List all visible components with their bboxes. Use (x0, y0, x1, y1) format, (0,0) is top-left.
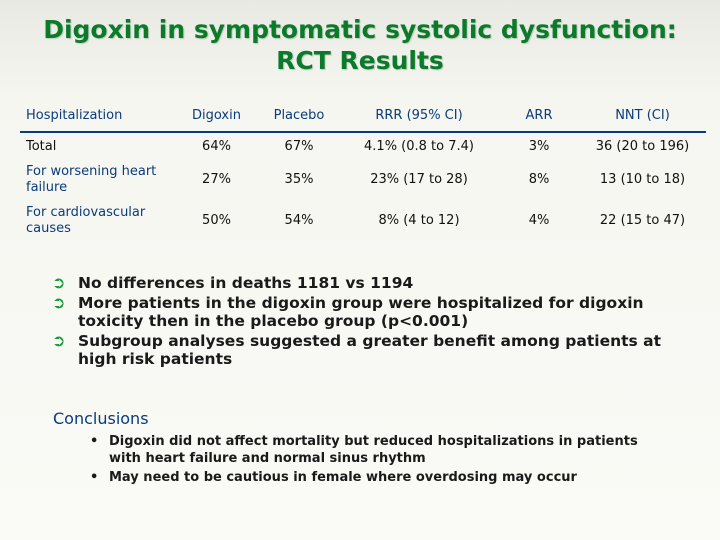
bullet-dot-icon: • (90, 470, 99, 485)
row-label: For worsening heart failure (26, 163, 157, 195)
header-rrr: RRR (95% CI) (375, 108, 463, 123)
header-placebo: Placebo (273, 108, 325, 123)
cell-placebo: 67% (284, 138, 314, 154)
header-nnt: NNT (CI) (615, 108, 670, 123)
cell-digoxin: 27% (202, 172, 231, 187)
cell-placebo: 54% (284, 213, 314, 228)
bullet-text: More patients in the digoxin group were … (78, 293, 644, 331)
list-item: • May need to be cautious in female wher… (88, 470, 648, 487)
title-line-2: RCT Results (276, 46, 444, 75)
row-label: Total (26, 138, 57, 154)
list-item: ➲ Subgroup analyses suggested a greater … (52, 330, 692, 369)
header-hospitalization: Hospitalization (26, 108, 123, 123)
cell-arr: 8% (528, 172, 550, 187)
cell-nnt: 13 (10 to 18) (599, 172, 686, 187)
cell-digoxin: 64% (202, 138, 231, 154)
arrow-right-icon: ➲ (52, 292, 66, 312)
bullet-dot-icon: • (90, 434, 99, 449)
table-row: For cardiovascular causes 50% 54% 8% (4 … (20, 200, 706, 241)
row-label: For cardiovascular causes (26, 204, 146, 236)
cell-nnt: 36 (20 to 196) (595, 138, 690, 154)
bullet-text: Subgroup analyses suggested a greater be… (78, 331, 662, 369)
results-table: Hospitalization Digoxin Placebo RRR (95%… (20, 100, 706, 241)
findings-list: ➲ No differences in deaths 1181 vs 1194 … (52, 273, 692, 370)
list-item: • Digoxin did not affect mortality but r… (88, 434, 648, 467)
header-arr: ARR (525, 108, 553, 123)
conclusions-list: • Digoxin did not affect mortality but r… (88, 434, 648, 490)
cell-rrr: 23% (17 to 28) (370, 172, 468, 187)
cell-rrr: 8% (4 to 12) (378, 213, 460, 228)
cell-arr: 3% (528, 138, 550, 154)
arrow-right-icon: ➲ (52, 330, 66, 350)
title-line-1: Digoxin in symptomatic systolic dysfunct… (43, 15, 677, 44)
header-digoxin: Digoxin (192, 108, 241, 123)
list-item: ➲ More patients in the digoxin group wer… (52, 292, 692, 331)
table-row: Total 64% 67% 4.1% (0.8 to 7.4) 3% 36 (2… (20, 133, 706, 159)
cell-placebo: 35% (284, 172, 314, 187)
conclusions-heading: Conclusions (53, 409, 149, 428)
slide-title: Digoxin in symptomatic systolic dysfunct… (0, 14, 720, 76)
conclusion-text: May need to be cautious in female where … (109, 470, 577, 485)
table-row: For worsening heart failure 27% 35% 23% … (20, 159, 706, 200)
cell-arr: 4% (528, 213, 550, 228)
arrow-right-icon: ➲ (52, 273, 66, 292)
cell-nnt: 22 (15 to 47) (599, 213, 686, 228)
cell-rrr: 4.1% (0.8 to 7.4) (364, 138, 474, 154)
table-header-row: Hospitalization Digoxin Placebo RRR (95%… (20, 100, 706, 133)
cell-digoxin: 50% (202, 213, 231, 228)
conclusion-text: Digoxin did not affect mortality but red… (109, 434, 638, 466)
bullet-text: No differences in deaths 1181 vs 1194 (78, 274, 414, 292)
list-item: ➲ No differences in deaths 1181 vs 1194 (52, 273, 692, 293)
